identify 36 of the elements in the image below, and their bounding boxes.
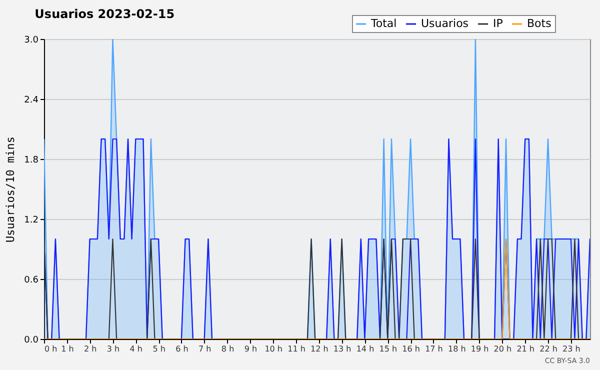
x-tick-label: 16 h [402,344,420,354]
x-tick-label: 5 h [152,344,166,354]
legend-label: Bots [527,17,552,30]
y-tick-label: 2.4 [24,96,39,106]
x-tick-label: 21 h [516,344,534,354]
x-tick-label: 11 h [288,344,306,354]
y-tick-label: 1.2 [24,216,38,226]
x-tick-label: 4 h [130,344,142,354]
x-tick-label: 22 h [540,344,558,354]
x-tick-label: 15 h [379,344,398,354]
y-tick-label: 1.8 [24,156,39,166]
x-tick-label: 2 h [84,344,97,354]
x-tick-label: 13 h [333,344,352,354]
y-tick-label: 0.6 [24,276,39,286]
x-tick-label: 14 h [356,344,374,354]
legend-label: Usuarios [421,17,469,30]
x-tick-label: 1 h [61,344,74,354]
x-tick-label: 23 h [562,344,580,354]
y-tick-label: 0.0 [24,336,39,346]
x-tick-label: 18 h [448,344,466,354]
x-tick-label: 10 h [264,344,282,354]
x-tick-label: 19 h [470,344,489,354]
x-tick-label: 3 h [106,344,120,354]
x-tick-label: 7 h [198,344,212,354]
x-tick-label: 0 h [44,344,58,354]
x-tick-label: 8 h [221,344,234,354]
y-axis-title: Usuarios/10 mins [4,136,18,242]
x-tick-label: 17 h [425,344,443,354]
y-tick-label: 3.0 [24,36,39,46]
legend-label: Total [370,17,397,30]
x-tick-label: 9 h [244,344,258,354]
x-tick-label: 20 h [494,344,512,354]
legend-label: IP [493,17,504,30]
x-tick-label: 6 h [176,344,188,354]
x-tick-label: 12 h [310,344,328,354]
chart-title: Usuarios 2023-02-15 [34,7,175,21]
